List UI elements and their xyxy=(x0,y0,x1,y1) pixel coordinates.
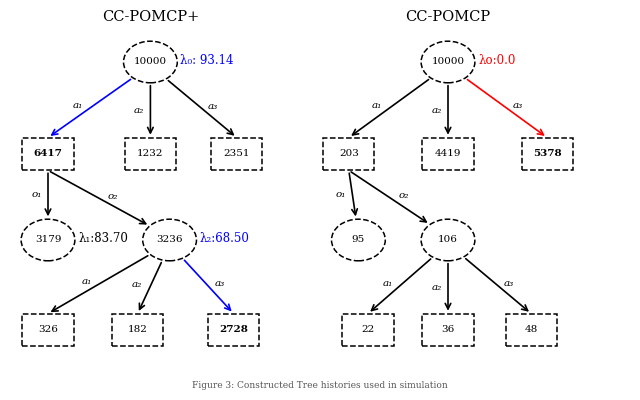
Text: 6417: 6417 xyxy=(33,150,63,158)
FancyBboxPatch shape xyxy=(342,314,394,346)
Text: CC-POMCP+: CC-POMCP+ xyxy=(102,10,199,24)
Text: a₂: a₂ xyxy=(134,106,144,115)
Text: a₁: a₁ xyxy=(383,279,393,288)
FancyBboxPatch shape xyxy=(112,314,163,346)
Ellipse shape xyxy=(332,219,385,261)
Text: a₃: a₃ xyxy=(513,101,523,110)
Text: CC-POMCP: CC-POMCP xyxy=(405,10,491,24)
Text: a₂: a₂ xyxy=(431,106,442,115)
Text: 36: 36 xyxy=(442,326,454,334)
Text: a₁: a₁ xyxy=(81,278,92,286)
Text: 3236: 3236 xyxy=(156,236,183,244)
FancyBboxPatch shape xyxy=(506,314,557,346)
Ellipse shape xyxy=(143,219,196,261)
Text: 4419: 4419 xyxy=(435,150,461,158)
Text: 203: 203 xyxy=(339,150,359,158)
Text: 10000: 10000 xyxy=(431,58,465,66)
FancyBboxPatch shape xyxy=(125,138,176,170)
Ellipse shape xyxy=(421,41,475,83)
Text: Figure 3: Constructed Tree histories used in simulation: Figure 3: Constructed Tree histories use… xyxy=(192,381,448,390)
Text: 1232: 1232 xyxy=(137,150,164,158)
Text: 106: 106 xyxy=(438,236,458,244)
Text: a₁: a₁ xyxy=(372,101,382,110)
Text: 182: 182 xyxy=(127,326,148,334)
Text: o₁: o₁ xyxy=(336,190,346,199)
Text: λᴏ:0.0: λᴏ:0.0 xyxy=(478,54,515,66)
Text: a₃: a₃ xyxy=(208,102,218,111)
FancyBboxPatch shape xyxy=(22,138,74,170)
FancyBboxPatch shape xyxy=(211,138,262,170)
Text: λ₀: 93.14: λ₀: 93.14 xyxy=(180,54,234,66)
Text: a₂: a₂ xyxy=(132,280,142,289)
Ellipse shape xyxy=(21,219,75,261)
Text: 10000: 10000 xyxy=(134,58,167,66)
Text: 95: 95 xyxy=(352,236,365,244)
FancyBboxPatch shape xyxy=(208,314,259,346)
FancyBboxPatch shape xyxy=(22,314,74,346)
Text: 48: 48 xyxy=(525,326,538,334)
Text: 2728: 2728 xyxy=(219,326,248,334)
Text: a₂: a₂ xyxy=(431,283,442,292)
Text: a₃: a₃ xyxy=(504,279,514,288)
Text: a₃: a₃ xyxy=(214,280,225,288)
Text: 5378: 5378 xyxy=(533,150,561,158)
FancyBboxPatch shape xyxy=(422,138,474,170)
Text: a₁: a₁ xyxy=(72,101,83,110)
Text: λ₁:83.70: λ₁:83.70 xyxy=(78,232,128,244)
Text: λ₂:68.50: λ₂:68.50 xyxy=(200,232,250,244)
Text: o₁: o₁ xyxy=(31,190,42,199)
FancyBboxPatch shape xyxy=(323,138,374,170)
Text: o₂: o₂ xyxy=(398,191,409,200)
Text: o₂: o₂ xyxy=(108,192,118,201)
FancyBboxPatch shape xyxy=(522,138,573,170)
Text: 3179: 3179 xyxy=(35,236,61,244)
Text: 2351: 2351 xyxy=(223,150,250,158)
Text: 326: 326 xyxy=(38,326,58,334)
Text: 22: 22 xyxy=(362,326,374,334)
Ellipse shape xyxy=(124,41,177,83)
Ellipse shape xyxy=(421,219,475,261)
FancyBboxPatch shape xyxy=(422,314,474,346)
